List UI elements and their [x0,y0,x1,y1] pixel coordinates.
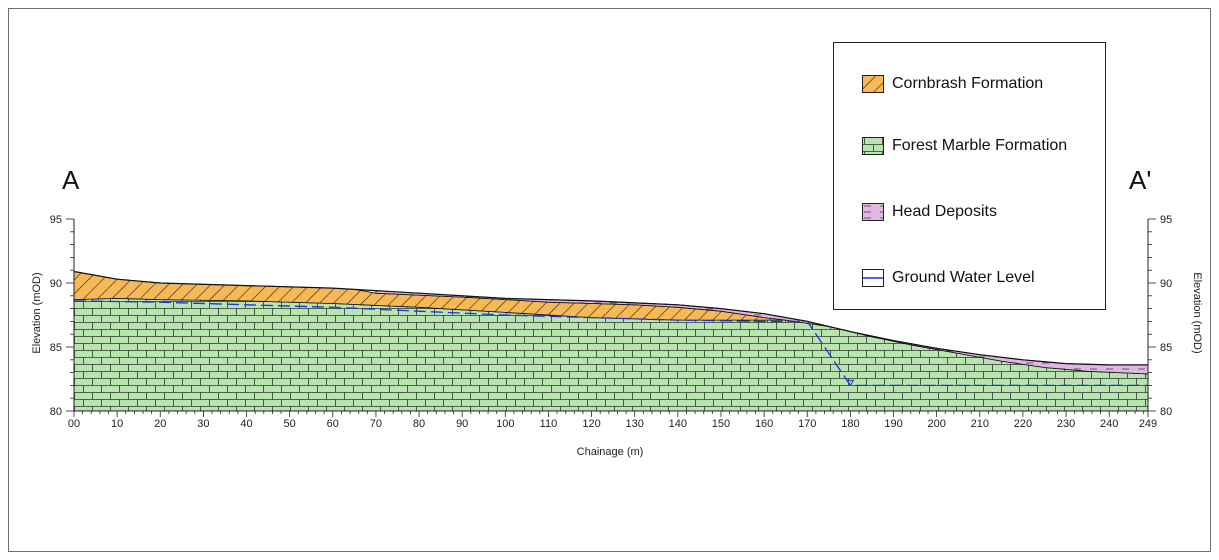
x-tick-label: 10 [111,418,123,430]
legend-label-head: Head Deposits [892,203,997,220]
legend-item-cornbrash: Cornbrash Formation [862,73,1043,95]
x-tick-label: 249 [1139,418,1157,430]
x-tick-label: 120 [582,418,600,430]
x-tick-label: 230 [1057,418,1075,430]
x-tick-label: 00 [68,418,80,430]
section-end-label: A' [1129,165,1151,195]
y-tick-label-left: 95 [50,214,62,226]
x-tick-label: 150 [712,418,730,430]
y-tick-label-right: 80 [1160,406,1172,418]
geology-layers [73,270,1149,412]
y-axis-title-left: Elevation (mOD) [31,272,43,353]
groundwater-line [73,300,1148,387]
legend-item-gwl: Ground Water Level [862,267,1035,289]
x-tick-label: 20 [154,418,166,430]
x-tick-label: 170 [798,418,816,430]
legend-item-forest-marble: Forest Marble Formation [862,135,1067,157]
axes: 00 10 20 30 40 50 60 70 80 90 100 110 120 130 140 150 16… [50,214,1173,430]
y-tick-label-left: 80 [50,406,62,418]
x-tick-label: 210 [971,418,989,430]
groundwater-swatch-icon [862,269,884,287]
x-tick-label: 100 [496,418,514,430]
x-tick-label: 90 [456,418,468,430]
y-tick-label-left: 85 [50,342,62,354]
x-tick-label: 180 [841,418,859,430]
ground-surface-line [73,270,1148,366]
section-start-label: A [62,165,80,195]
x-tick-label: 200 [927,418,945,430]
x-tick-label: 240 [1100,418,1118,430]
x-tick-label: 60 [327,418,339,430]
x-tick-label: 160 [755,418,773,430]
y-axis-title-right: Elevation (mOD) [1191,272,1203,353]
x-tick-label: 130 [626,418,644,430]
x-tick-label: 110 [540,418,558,430]
x-tick-label: 80 [413,418,425,430]
head-swatch-icon [862,203,884,221]
y-tick-label-left: 90 [50,278,62,290]
y-tick-label-right: 90 [1160,278,1172,290]
legend-label-cornbrash: Cornbrash Formation [892,75,1044,92]
x-tick-label: 50 [284,418,296,430]
legend: Cornbrash Formation Forest Marble Format… [833,42,1106,310]
forest-marble-swatch-icon [862,137,884,155]
x-axis-title: Chainage (m) [577,446,644,458]
legend-label-forest-marble: Forest Marble Formation [892,137,1068,154]
legend-label-gwl: Ground Water Level [892,269,1035,286]
x-tick-label: 190 [884,418,902,430]
x-tick-label: 70 [370,418,382,430]
x-tick-label: 40 [240,418,252,430]
cornbrash-swatch-icon [862,75,884,93]
y-tick-label-right: 85 [1160,342,1172,354]
x-tick-label: 30 [197,418,209,430]
section-frame [8,8,1211,552]
x-tick-label: 140 [669,418,687,430]
groundwater-marker-icon [847,379,855,386]
legend-item-head: Head Deposits [862,201,997,223]
x-tick-label: 220 [1014,418,1032,430]
y-tick-label-right: 95 [1160,214,1172,226]
